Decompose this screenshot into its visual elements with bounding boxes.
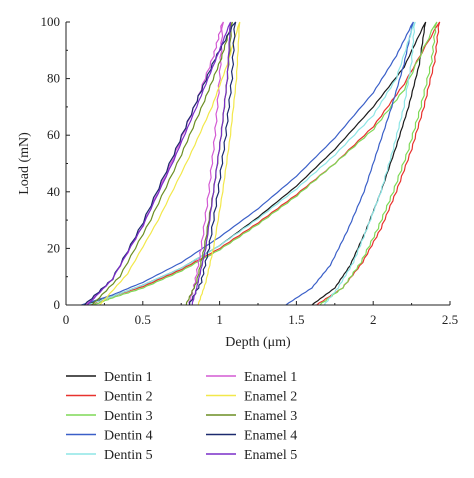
y-axis-title: Load (mN) bbox=[17, 132, 32, 195]
series-line-enamel-3 bbox=[91, 21, 233, 306]
axes: 0 0.5 1 1.5 2 2.5 0 20 40 60 80 100 Depth (μm) Load (… bbox=[17, 14, 458, 350]
x-tick-label: 1 bbox=[216, 312, 223, 327]
series-line-dentin-4 bbox=[81, 21, 414, 306]
y-tick-label: 0 bbox=[54, 297, 61, 312]
legend: Dentin 1 Dentin 2 Dentin 3 Dentin 4 Dentin 5… bbox=[66, 370, 297, 463]
x-tick-label: 2 bbox=[370, 312, 377, 327]
x-axis-title: Depth (μm) bbox=[225, 335, 291, 350]
plot-area bbox=[81, 21, 441, 306]
series-line-dentin-2 bbox=[88, 21, 441, 306]
y-tick-label: 40 bbox=[47, 184, 60, 199]
legend-label-enamel-5: Enamel 5 bbox=[244, 448, 297, 463]
series-line-enamel-2 bbox=[99, 21, 241, 306]
series-line-enamel-5 bbox=[87, 21, 232, 306]
legend-label-dentin-4: Dentin 4 bbox=[104, 429, 153, 444]
y-tick-label: 100 bbox=[41, 14, 61, 29]
legend-label-dentin-2: Dentin 2 bbox=[104, 390, 153, 405]
y-tick-label: 80 bbox=[47, 71, 60, 86]
legend-label-dentin-3: Dentin 3 bbox=[104, 409, 153, 424]
x-tick-label: 2.5 bbox=[442, 312, 458, 327]
legend-label-enamel-4: Enamel 4 bbox=[244, 429, 297, 444]
legend-label-dentin-1: Dentin 1 bbox=[104, 370, 153, 385]
series-line-dentin-5 bbox=[87, 21, 416, 306]
x-tick-label: 0.5 bbox=[135, 312, 151, 327]
series-line-enamel-4 bbox=[83, 21, 237, 306]
y-tick-label: 60 bbox=[47, 127, 60, 142]
x-tick-label: 1.5 bbox=[288, 312, 304, 327]
legend-label-enamel-2: Enamel 2 bbox=[244, 390, 297, 405]
series-line-dentin-3 bbox=[93, 21, 438, 306]
legend-label-enamel-3: Enamel 3 bbox=[244, 409, 297, 424]
x-tick-label: 0 bbox=[63, 312, 70, 327]
series-line-dentin-1 bbox=[84, 21, 427, 306]
legend-label-enamel-1: Enamel 1 bbox=[244, 370, 297, 385]
y-tick-label: 20 bbox=[47, 240, 60, 255]
legend-label-dentin-5: Dentin 5 bbox=[104, 448, 153, 463]
